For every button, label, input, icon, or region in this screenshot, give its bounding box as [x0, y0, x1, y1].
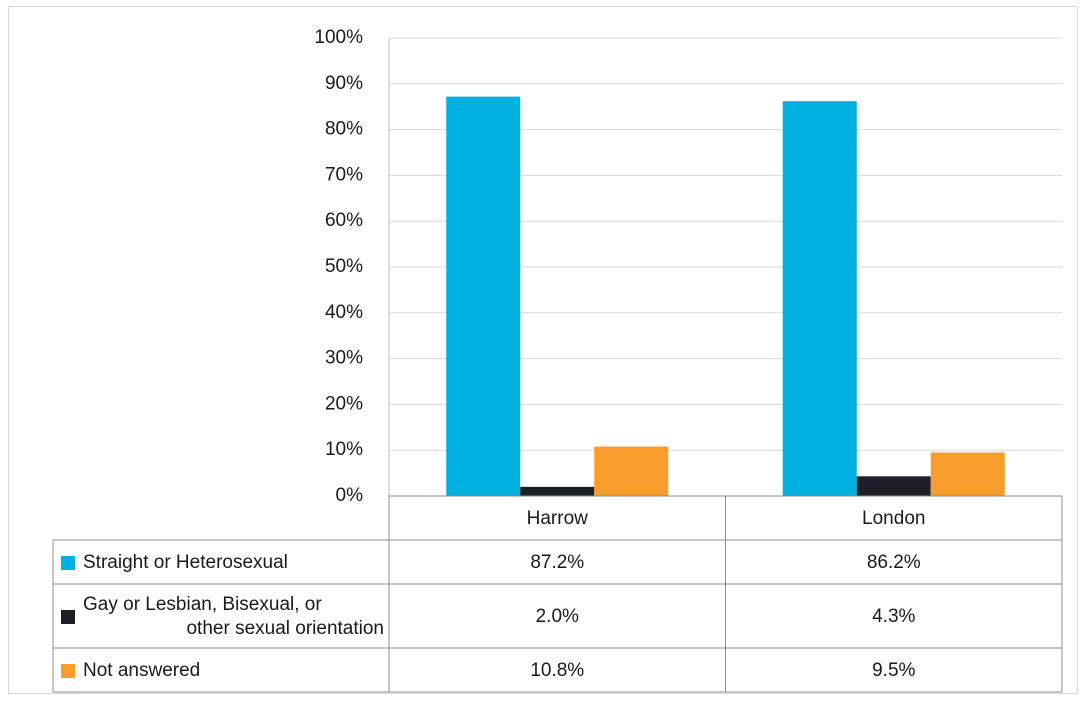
legend-label: other sexual orientation: [186, 618, 384, 639]
bar: [782, 101, 857, 496]
x-tick-label: London: [862, 508, 925, 529]
y-tick-labels: 0% 10% 20% 30% 40% 50% 60% 70% 80% 90% 100%: [314, 27, 363, 506]
y-tick-label: 90%: [325, 73, 363, 94]
y-tick-label: 100%: [314, 27, 363, 48]
x-tick-label: Harrow: [527, 508, 589, 529]
y-tick-label: 10%: [325, 439, 363, 460]
data-label: 87.2%: [530, 552, 584, 573]
data-table: Harrow London Straight or Heterosexual 87.2…: [52, 495, 1063, 693]
data-label: 9.5%: [872, 660, 915, 681]
bar: [594, 446, 669, 496]
y-tick-label: 60%: [325, 210, 363, 231]
legend-label: Gay or Lesbian, Bisexual, or: [83, 594, 322, 615]
legend-label: Straight or Heterosexual: [83, 552, 288, 573]
legend-swatch: [61, 610, 75, 624]
chart-frame: [8, 6, 1078, 694]
y-tick-label: 40%: [325, 302, 363, 323]
y-tick-label: 0%: [336, 485, 364, 506]
bar: [930, 452, 1005, 496]
bars: [446, 96, 1005, 497]
legend-swatch: [61, 556, 75, 570]
y-tick-label: 70%: [325, 164, 363, 185]
y-tick-label: 20%: [325, 393, 363, 414]
data-label: 86.2%: [867, 552, 921, 573]
bar: [520, 486, 595, 496]
bar: [446, 96, 521, 497]
data-label: 2.0%: [536, 606, 579, 627]
y-tick-label: 80%: [325, 119, 363, 140]
bar: [856, 476, 931, 496]
data-label: 10.8%: [530, 660, 584, 681]
legend-label: Not answered: [83, 660, 200, 681]
y-tick-label: 30%: [325, 348, 363, 369]
data-label: 4.3%: [872, 606, 915, 627]
y-tick-label: 50%: [325, 256, 363, 277]
legend-swatch: [61, 664, 75, 678]
